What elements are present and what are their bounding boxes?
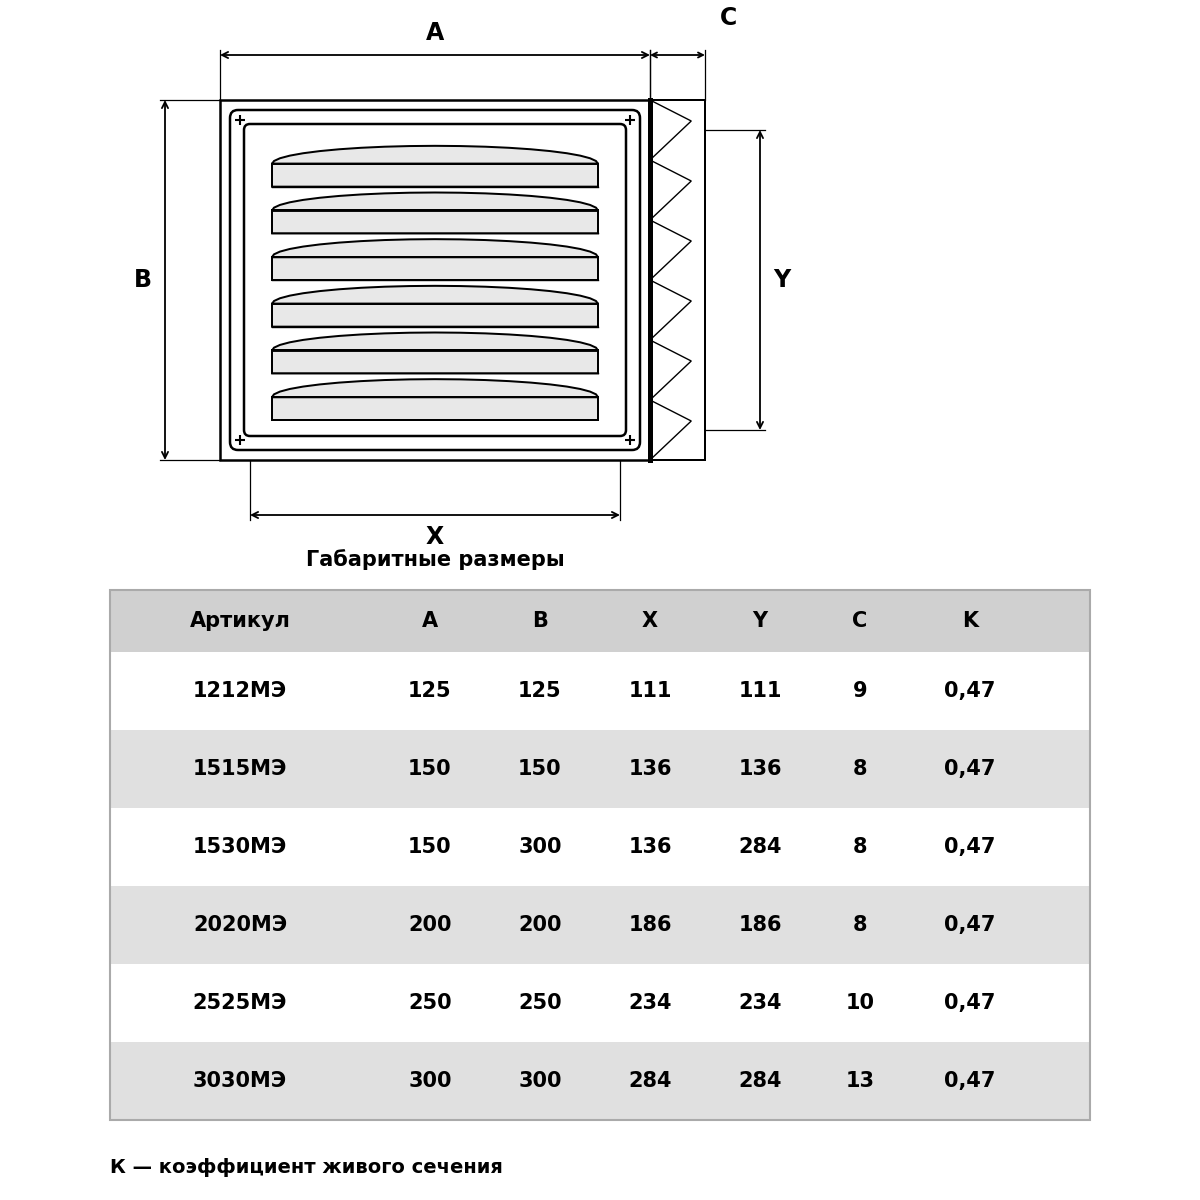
Text: Y: Y [752, 611, 768, 631]
Text: 284: 284 [738, 1070, 781, 1091]
Text: 186: 186 [629, 914, 672, 935]
Text: 9: 9 [853, 680, 868, 701]
Text: 1212МЭ: 1212МЭ [193, 680, 287, 701]
Bar [110, 1042, 1090, 1120]
PathPatch shape [650, 100, 691, 160]
PathPatch shape [650, 160, 691, 220]
PathPatch shape [272, 146, 598, 187]
Text: X: X [642, 611, 658, 631]
Text: C: C [720, 6, 737, 30]
Text: 150: 150 [408, 758, 452, 779]
FancyBboxPatch shape [244, 124, 626, 436]
Text: K: K [962, 611, 978, 631]
Text: 200: 200 [408, 914, 451, 935]
Text: Y: Y [773, 268, 791, 292]
Text: Габаритные размеры: Габаритные размеры [306, 550, 564, 570]
Text: 0,47: 0,47 [944, 1070, 996, 1091]
Text: 200: 200 [518, 914, 562, 935]
Bar [220, 100, 650, 460]
Bar [110, 808, 1090, 886]
Text: 125: 125 [518, 680, 562, 701]
PathPatch shape [272, 239, 598, 280]
Text: 1515МЭ: 1515МЭ [193, 758, 287, 779]
Text: 8: 8 [853, 758, 868, 779]
PathPatch shape [650, 340, 691, 400]
PathPatch shape [272, 332, 598, 373]
Text: 0,47: 0,47 [944, 758, 996, 779]
PathPatch shape [272, 379, 598, 420]
Text: 250: 250 [408, 994, 452, 1013]
Text: 136: 136 [738, 758, 781, 779]
Text: 186: 186 [738, 914, 781, 935]
PathPatch shape [272, 286, 598, 326]
Text: 250: 250 [518, 994, 562, 1013]
Text: 111: 111 [738, 680, 781, 701]
Text: A: A [426, 20, 444, 44]
Bar [110, 590, 1090, 1120]
Text: 234: 234 [738, 994, 781, 1013]
Text: 234: 234 [629, 994, 672, 1013]
PathPatch shape [650, 280, 691, 340]
Text: 8: 8 [853, 914, 868, 935]
Text: A: A [422, 611, 438, 631]
Bar [110, 886, 1090, 964]
Text: C: C [852, 611, 868, 631]
Text: B: B [532, 611, 548, 631]
Text: 2525МЭ: 2525МЭ [193, 994, 287, 1013]
Text: 136: 136 [629, 838, 672, 857]
Bar [110, 730, 1090, 808]
Text: 300: 300 [518, 1070, 562, 1091]
Text: 8: 8 [853, 838, 868, 857]
Text: 1530МЭ: 1530МЭ [193, 838, 287, 857]
Text: 13: 13 [846, 1070, 875, 1091]
Text: 284: 284 [629, 1070, 672, 1091]
Text: Артикул: Артикул [190, 611, 290, 631]
Text: 136: 136 [629, 758, 672, 779]
Text: 10: 10 [846, 994, 875, 1013]
Text: 0,47: 0,47 [944, 680, 996, 701]
Text: 284: 284 [738, 838, 781, 857]
Text: 125: 125 [408, 680, 452, 701]
Text: 0,47: 0,47 [944, 914, 996, 935]
Text: 111: 111 [629, 680, 672, 701]
Text: X: X [426, 526, 444, 550]
Bar [110, 590, 1090, 652]
Text: 150: 150 [408, 838, 452, 857]
Text: К — коэффициент живого сечения: К — коэффициент живого сечения [110, 1158, 503, 1177]
Text: 0,47: 0,47 [944, 838, 996, 857]
Text: 300: 300 [408, 1070, 451, 1091]
FancyBboxPatch shape [230, 110, 640, 450]
Bar [110, 652, 1090, 730]
Text: 2020МЭ: 2020МЭ [193, 914, 287, 935]
Text: 150: 150 [518, 758, 562, 779]
Text: 0,47: 0,47 [944, 994, 996, 1013]
Text: 3030МЭ: 3030МЭ [193, 1070, 287, 1091]
PathPatch shape [650, 220, 691, 280]
Text: B: B [134, 268, 152, 292]
Bar [110, 964, 1090, 1042]
PathPatch shape [272, 192, 598, 233]
PathPatch shape [650, 400, 691, 460]
Text: 300: 300 [518, 838, 562, 857]
